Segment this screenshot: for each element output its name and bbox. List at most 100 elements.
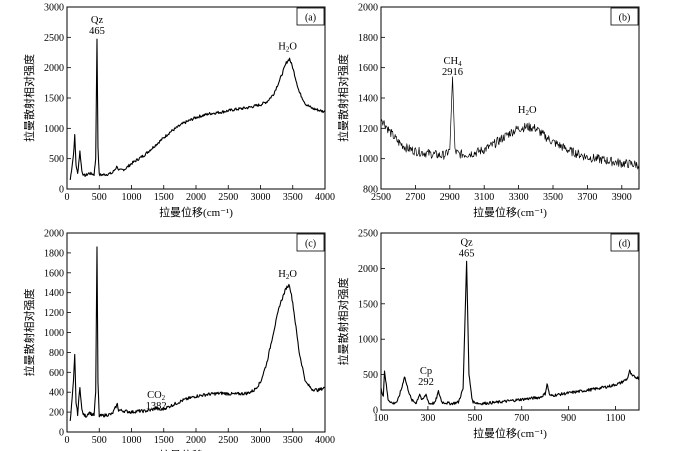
peak-annotation-label: CO2 — [147, 390, 166, 402]
peak-annotation-label: H2O — [518, 105, 537, 117]
panel-label-box — [610, 7, 639, 26]
x-tick-label: 3000 — [251, 435, 271, 446]
y-tick-label: 1200 — [44, 308, 64, 319]
y-tick-label: 1800 — [44, 248, 64, 259]
panel-d: 100 300 500 700 900 1100 0 500 1000 1500 2000 2500 拉… — [336, 229, 640, 440]
x-tick-label: 1500 — [154, 192, 174, 203]
panel-label: (c) — [305, 239, 316, 250]
y-tick-label: 1400 — [44, 288, 64, 299]
x-tick-label: 2000 — [186, 192, 206, 203]
x-tick-label: 4000 — [315, 435, 335, 446]
y-tick-label: 1500 — [358, 299, 378, 310]
y-axis-label: 拉曼散射相对强度 — [336, 54, 350, 142]
x-tick-label: 500 — [92, 192, 107, 203]
x-tick-label: 2500 — [218, 192, 238, 203]
x-tick-label: 0 — [65, 192, 70, 203]
y-axis-label: 拉曼散射相对强度 — [22, 54, 36, 142]
peak-annotation-value: 465 — [89, 26, 105, 37]
y-tick-label: 600 — [49, 368, 64, 379]
y-tick-label: 1000 — [44, 328, 64, 339]
y-axis-label: 拉曼散射相对强度 — [22, 289, 36, 377]
plot-frame — [66, 232, 326, 433]
x-tick-label: 3900 — [612, 192, 632, 203]
panel-b: 2500 2700 2900 3100 3300 3500 3700 3900 800 1000 1… — [336, 3, 640, 219]
x-tick-label: 1500 — [154, 435, 174, 446]
y-tick-label: 1000 — [44, 124, 64, 135]
x-tick-label: 3000 — [251, 192, 271, 203]
panel-label: (a) — [305, 13, 316, 24]
x-tick-label: 100 — [374, 413, 389, 424]
y-tick-label: 2500 — [44, 33, 64, 44]
y-tick-label: 200 — [49, 408, 64, 419]
y-tick-label: 2000 — [44, 229, 64, 240]
peak-annotation-label: Qz — [460, 237, 473, 248]
y-tick-label: 0 — [373, 406, 378, 417]
peak-annotation-label: Qz — [91, 15, 104, 26]
peak-annotation-value: 465 — [459, 248, 475, 259]
x-tick-label: 2500 — [218, 435, 238, 446]
x-axis-label: 拉曼位移(cm⁻¹) — [473, 426, 547, 440]
peak-annotation-value: 1382 — [146, 401, 167, 412]
spectrum-line — [380, 260, 640, 406]
y-tick-label: 0 — [59, 428, 64, 439]
x-tick-label: 0 — [65, 435, 70, 446]
spectrum-line — [69, 246, 326, 421]
x-tick-label: 700 — [514, 413, 529, 424]
y-tick-label: 1200 — [358, 124, 378, 135]
y-tick-label: 1400 — [358, 94, 378, 105]
x-tick-label: 3700 — [577, 192, 597, 203]
panel-label: (b) — [619, 13, 631, 24]
y-tick-label: 1000 — [358, 335, 378, 346]
x-tick-label: 2500 — [371, 192, 391, 203]
peak-annotation-label: H2O — [278, 42, 297, 54]
peak-annotation-label: H2O — [278, 269, 297, 281]
y-tick-label: 1600 — [44, 268, 64, 279]
y-tick-label: 1800 — [358, 33, 378, 44]
y-tick-label: 2500 — [358, 229, 378, 240]
panel-label-box — [610, 233, 639, 252]
panel-a: 0 500 1000 1500 2000 2500 3000 3500 4000 0 500 1000… — [22, 3, 335, 220]
panel-label: (d) — [619, 239, 631, 250]
y-tick-label: 1500 — [44, 94, 64, 105]
peak-annotation-value: 292 — [418, 377, 434, 388]
x-tick-label: 4000 — [315, 192, 335, 203]
y-tick-label: 2000 — [358, 3, 378, 14]
y-tick-label: 800 — [363, 185, 378, 196]
y-tick-label: 3000 — [44, 3, 64, 14]
spectrum-line — [380, 76, 640, 170]
x-tick-label: 1000 — [122, 192, 142, 203]
peak-annotation-label: Cp — [420, 366, 432, 377]
x-tick-label: 3300 — [509, 192, 529, 203]
y-tick-label: 2000 — [358, 264, 378, 275]
y-tick-label: 0 — [59, 185, 64, 196]
x-tick-label: 900 — [561, 413, 576, 424]
x-tick-label: 500 — [467, 413, 482, 424]
x-tick-label: 3500 — [283, 192, 303, 203]
y-tick-label: 500 — [49, 154, 64, 165]
x-tick-label: 500 — [92, 435, 107, 446]
y-tick-label: 2000 — [44, 63, 64, 74]
peak-annotation-label: CH4 — [444, 56, 463, 68]
x-tick-label: 3500 — [543, 192, 563, 203]
x-axis-label: 拉曼位移(cm⁻¹) — [159, 205, 233, 219]
x-axis-label: 拉曼位移(cm⁻¹) — [159, 448, 233, 451]
panel-c: 0 500 1000 1500 2000 2500 3000 3500 4000 0 200 400 6… — [22, 229, 335, 451]
y-tick-label: 400 — [49, 388, 64, 399]
y-tick-label: 500 — [363, 370, 378, 381]
peak-annotation-value: 2916 — [442, 67, 463, 78]
y-tick-label: 1000 — [358, 154, 378, 165]
spectrum-line — [69, 38, 326, 180]
x-tick-label: 300 — [420, 413, 435, 424]
x-tick-label: 1000 — [122, 435, 142, 446]
x-tick-label: 3100 — [474, 192, 494, 203]
y-tick-label: 1600 — [358, 63, 378, 74]
panel-label-box — [296, 7, 325, 26]
plot-frame — [66, 6, 326, 190]
x-axis-label: 拉曼位移(cm⁻¹) — [473, 205, 547, 219]
x-tick-label: 2900 — [440, 192, 460, 203]
x-tick-label: 3500 — [283, 435, 303, 446]
plot-frame — [380, 6, 640, 190]
x-tick-label: 2700 — [405, 192, 425, 203]
panel-label-box — [296, 233, 325, 252]
